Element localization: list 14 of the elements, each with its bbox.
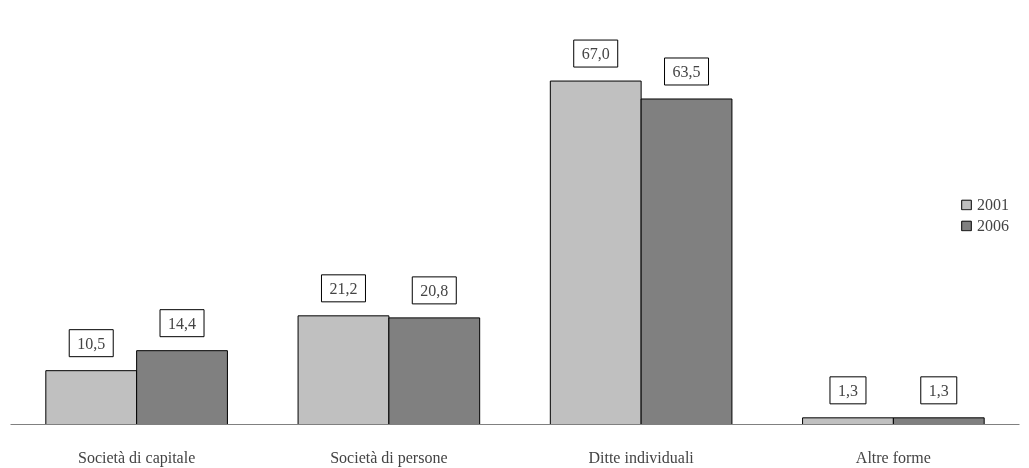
x-tick-label: Altre forme <box>855 448 931 466</box>
data-label: 1,3 <box>928 381 949 399</box>
x-tick-label: Società di persone <box>330 448 448 467</box>
data-label: 10,5 <box>77 334 106 352</box>
legend-label: 2006 <box>977 216 1009 234</box>
data-label: 14,4 <box>168 314 197 332</box>
data-label: 67,0 <box>581 45 610 63</box>
data-label: 1,3 <box>837 381 858 399</box>
data-label: 21,2 <box>329 279 358 297</box>
legend-label: 2001 <box>977 195 1009 213</box>
x-tick-label: Società di capitale <box>77 448 196 467</box>
data-label: 20,8 <box>420 281 449 299</box>
data-label: 63,5 <box>672 63 701 80</box>
x-tick-label: Ditte individuali <box>588 448 695 466</box>
